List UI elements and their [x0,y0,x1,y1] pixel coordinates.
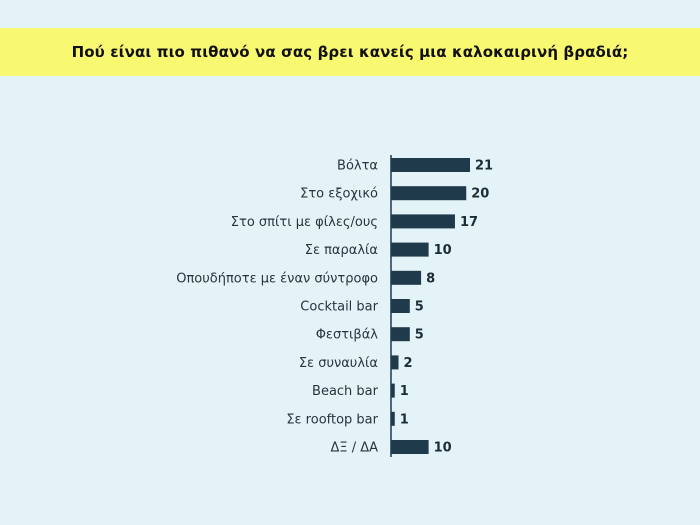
value-label: 10 [434,243,452,258]
category-label: Σε συναυλία [299,356,378,371]
bar-row: Cocktail bar 5 [300,299,424,315]
bar-row: Φεστιβάλ 5 [316,327,424,343]
bar-row: Beach bar 1 [312,383,409,399]
bar [391,440,429,454]
value-label: 1 [400,384,409,399]
value-label: 8 [426,271,435,286]
bar [391,383,395,398]
bar [391,186,467,201]
category-label: Σε rooftop bar [286,412,378,427]
bar [391,355,399,370]
value-label: 5 [415,300,424,315]
category-label: Beach bar [312,384,379,399]
value-label: 2 [404,356,413,371]
bar [391,299,410,313]
bar-row: ΔΞ / ΔΑ 10 [330,440,452,456]
category-label: Σε παραλία [305,243,378,258]
bar [391,327,410,342]
bar-row: Σε παραλία 10 [305,242,452,258]
bar-row: Σε συναυλία 2 [299,355,413,371]
bar-row: Βόλτα 21 [337,158,493,174]
title-band: Πού είναι πιο πιθανό να σας βρει κανείς … [0,28,700,76]
category-label: Στο σπίτι με φίλες/ους [231,215,378,230]
value-label: 5 [415,328,424,343]
bar [391,214,455,229]
bar-row: Σε rooftop bar 1 [286,411,409,427]
bar [391,242,429,257]
category-label: ΔΞ / ΔΑ [330,441,378,456]
value-label: 21 [475,159,493,174]
bar [391,411,395,426]
category-label: Φεστιβάλ [316,328,379,343]
bar [391,158,470,172]
bar [391,270,422,285]
bar-row: Οπουδήποτε με έναν σύντροφο 8 [176,270,435,286]
value-label: 1 [400,412,409,427]
chart-title: Πού είναι πιο πιθανό να σας βρει κανείς … [71,43,629,61]
category-label: Βόλτα [337,159,378,174]
value-label: 17 [460,215,478,230]
bar-row: Στο εξοχικό 20 [300,186,489,202]
category-label: Cocktail bar [300,300,378,315]
value-label: 10 [434,441,452,456]
category-label: Οπουδήποτε με έναν σύντροφο [176,271,378,286]
category-label: Στο εξοχικό [300,187,378,202]
value-label: 20 [471,187,489,202]
bar-row: Στο σπίτι με φίλες/ους 17 [231,214,478,230]
